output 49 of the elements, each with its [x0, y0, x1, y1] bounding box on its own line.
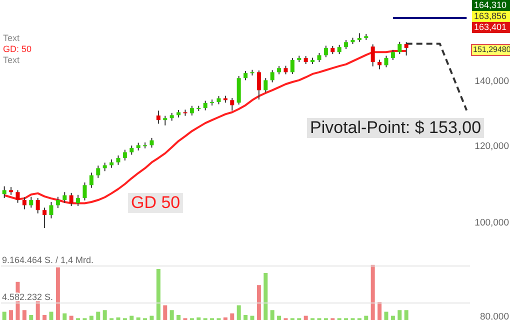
candlestick [22, 196, 26, 210]
candlestick [163, 115, 168, 126]
candlestick [2, 186, 6, 199]
annotation: GD: 50 [3, 44, 32, 55]
candlestick [150, 137, 154, 148]
candlestick [270, 70, 274, 83]
candlestick [317, 52, 322, 63]
candlestick [49, 202, 54, 219]
text: 164,310 [472, 0, 510, 11]
candlestick [203, 100, 208, 111]
candlestick [244, 70, 248, 81]
candlestick [29, 196, 34, 208]
candlestick [264, 78, 268, 93]
candlestick [370, 44, 375, 67]
candlestick [56, 196, 60, 209]
annotation: Text [3, 55, 20, 66]
candlestick [190, 105, 194, 116]
candlestick [96, 165, 100, 178]
candlestick [256, 70, 261, 100]
candlestick [156, 110, 160, 124]
candlestick [76, 194, 80, 207]
series-label: GD 50 [128, 193, 184, 214]
candlestick [62, 192, 67, 204]
text: 163,856 [472, 11, 510, 22]
candlestick [384, 55, 388, 68]
candlestick [116, 154, 120, 166]
candlestick [122, 149, 127, 162]
candlestick [130, 145, 134, 156]
candlestick [16, 190, 20, 204]
candlestick [42, 207, 47, 229]
candlestick [324, 45, 328, 58]
candlestick [69, 192, 74, 207]
text: 163,401 [472, 22, 510, 33]
candlestick [36, 198, 40, 214]
candlestick [390, 49, 395, 61]
y-tick-label: 140,000 [474, 76, 509, 88]
candlestick [337, 44, 342, 55]
y-tick-label: 100,000 [474, 218, 509, 229]
candlestick [344, 39, 348, 50]
annotation: Pivotal-Point: $ 153,00 [307, 118, 484, 138]
candlestick [230, 97, 234, 112]
candlestick [378, 59, 382, 70]
candlestick [82, 182, 87, 201]
annotation: Text [3, 33, 20, 44]
ref-line-label: 9.164.464 S. / 1,4 Mrd. [2, 255, 94, 265]
y-tick-label: 120,000 [474, 140, 509, 152]
candlestick [290, 58, 294, 74]
candlestick [89, 172, 94, 188]
candlestick [398, 41, 402, 55]
